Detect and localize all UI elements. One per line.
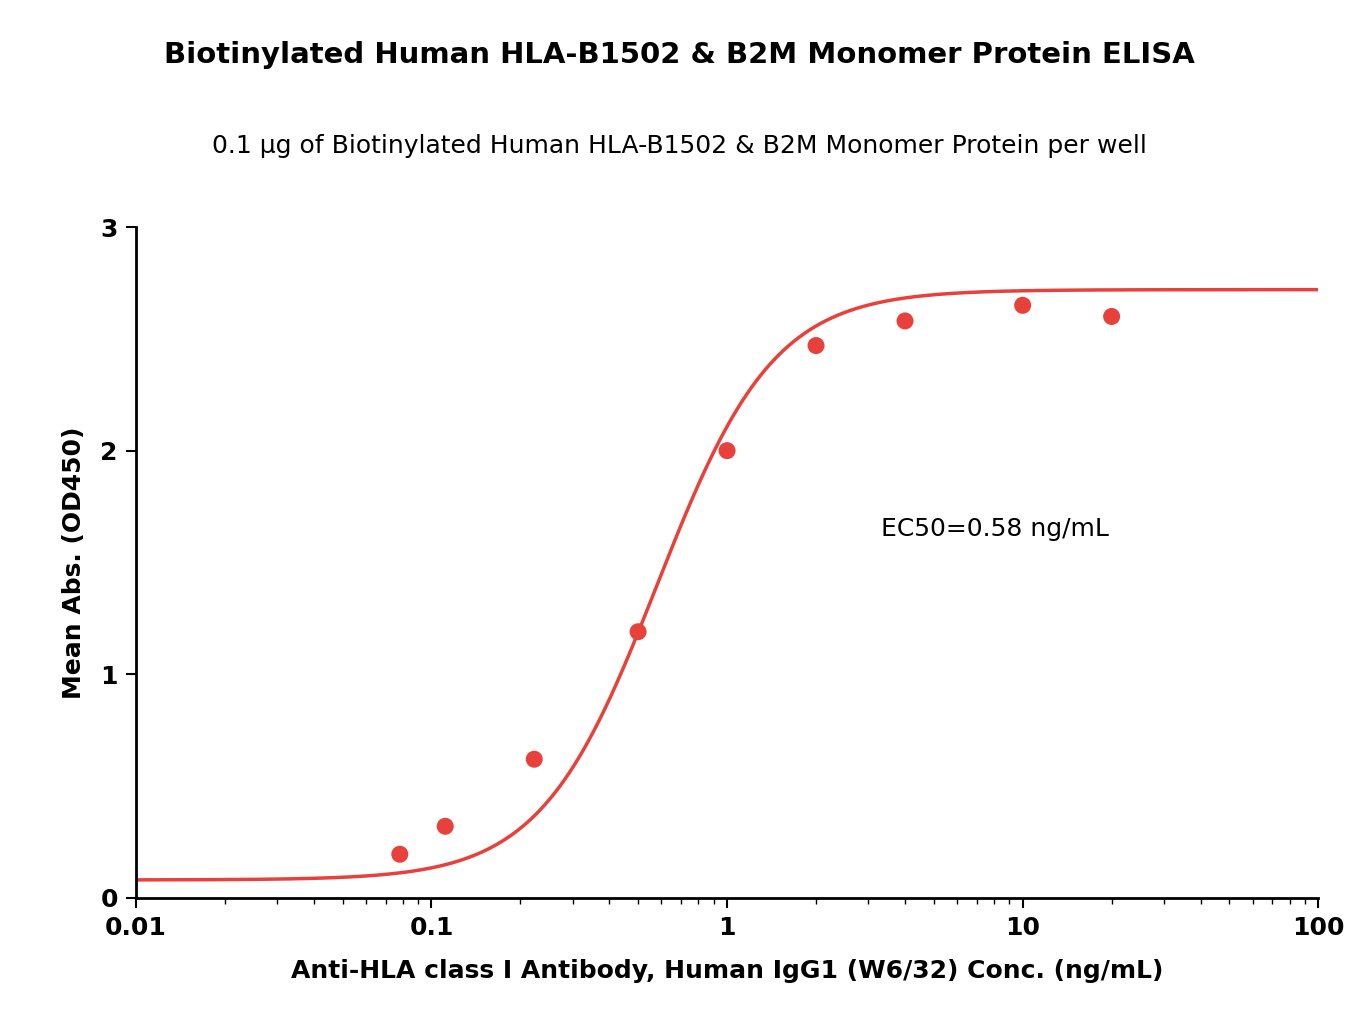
Point (894, 313, 916, 329)
Point (435, 818, 457, 835)
Text: EC50=0.58 ng/mL: EC50=0.58 ng/mL (881, 517, 1109, 541)
Point (389, 846, 410, 863)
X-axis label: Anti-HLA class I Antibody, Human IgG1 (W6/32) Conc. (ng/mL): Anti-HLA class I Antibody, Human IgG1 (W… (291, 960, 1163, 983)
Y-axis label: Mean Abs. (OD450): Mean Abs. (OD450) (63, 426, 87, 699)
Point (1011, 297, 1033, 314)
Point (805, 337, 826, 354)
Point (523, 751, 545, 768)
Text: 0.1 μg of Biotinylated Human HLA-B1502 & B2M Monomer Protein per well: 0.1 μg of Biotinylated Human HLA-B1502 &… (212, 134, 1147, 158)
Point (628, 623, 650, 640)
Point (716, 443, 738, 459)
Text: Biotinylated Human HLA-B1502 & B2M Monomer Protein ELISA: Biotinylated Human HLA-B1502 & B2M Monom… (164, 41, 1195, 69)
Point (1101, 309, 1123, 325)
